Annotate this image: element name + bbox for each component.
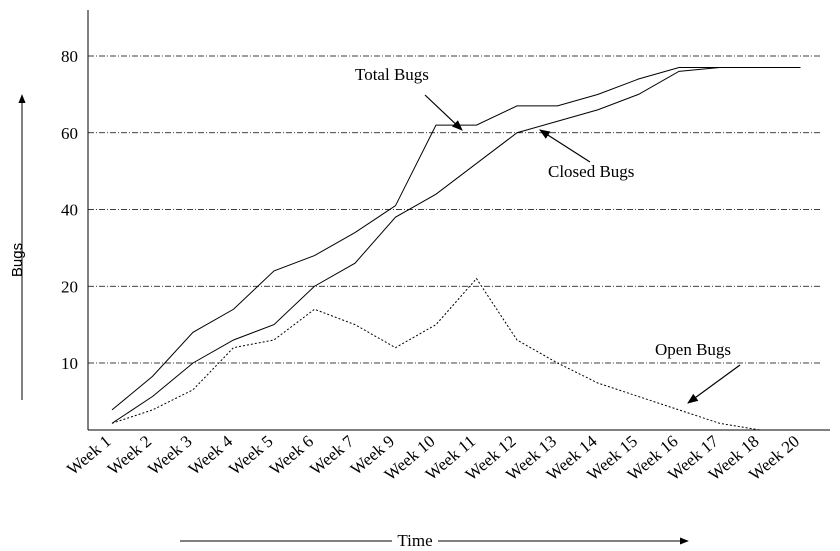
y-tick-label: 80 [61, 47, 78, 66]
annotation-arrow [424, 94, 463, 131]
y-tick-label: 40 [61, 201, 78, 220]
y-axis-label: Bugs [9, 243, 26, 277]
x-tick-label: Week 5 [225, 432, 276, 479]
legend-label: Open Bugs [655, 340, 731, 359]
x-tick-label: Week 1 [63, 432, 114, 479]
x-tick-label: Week 7 [306, 431, 358, 479]
series-line [111, 67, 801, 424]
y-tick-label: 10 [61, 354, 78, 373]
legend-label: Closed Bugs [548, 162, 634, 181]
annotation-arrow [539, 129, 591, 163]
x-tick-label: Week 3 [144, 432, 195, 479]
y-tick-label: 60 [61, 124, 78, 143]
x-tick-label: Week 2 [104, 432, 155, 479]
annotation-arrow [687, 364, 741, 404]
x-label-bg [392, 530, 438, 550]
x-axis-label: Time [397, 531, 432, 550]
x-tick-label: Week 6 [266, 432, 317, 479]
x-tick-label: Week 4 [185, 431, 237, 479]
legend-label: Total Bugs [355, 65, 429, 84]
y-tick-label: 20 [61, 277, 78, 296]
